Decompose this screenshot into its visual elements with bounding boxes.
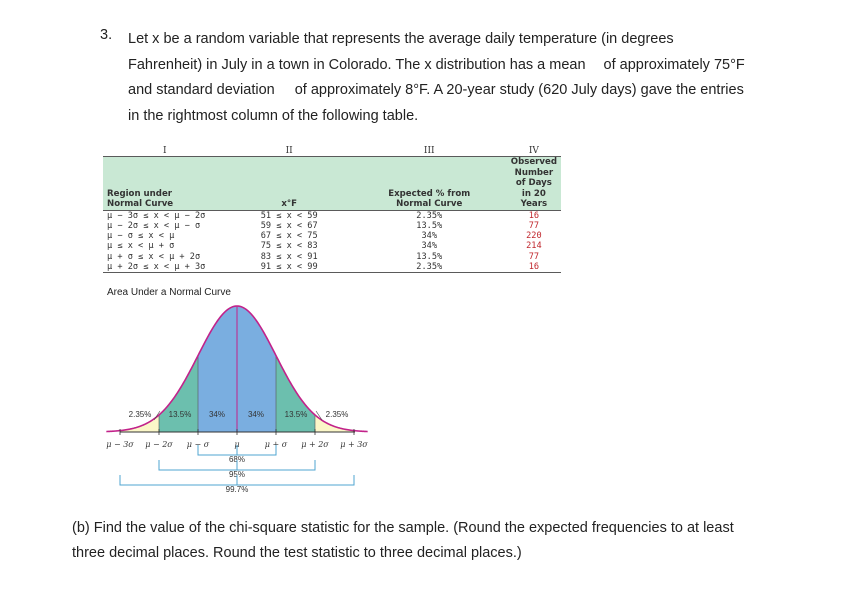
- table-row: μ − 2σ ≤ x < μ − σ 59 ≤ x < 67 13.5% 77: [103, 220, 561, 232]
- question-line-2: Fahrenheit) in July in a town in Colorad…: [128, 56, 586, 73]
- question-line-3: and standard deviation: [128, 82, 275, 98]
- question-line-2b: of approximately 75°F: [603, 56, 745, 73]
- axis-label-6: μ + 2σ: [301, 440, 329, 449]
- region-label-6: 2.35%: [326, 410, 349, 419]
- question-line-4: in the rightmost column of the following…: [128, 107, 419, 124]
- table-row: μ ≤ x < μ + σ 75 ≤ x < 83 34% 214: [103, 241, 561, 252]
- roman-2: II: [226, 146, 352, 157]
- part-b-line-1: (b) Find the value of the chi-square sta…: [72, 520, 734, 536]
- part-b-line-2: three decimal places. Round the test sta…: [72, 545, 522, 561]
- region-label-5: 13.5%: [285, 410, 308, 419]
- region-label-2: 13.5%: [169, 410, 192, 419]
- header-expected: Expected % from Normal Curve: [351, 156, 507, 211]
- column-header-row: Region under Normal Curve x°F Expected % …: [103, 156, 561, 211]
- axis-label-4: μ: [234, 440, 239, 449]
- roman-header-row: I II III IV: [103, 146, 561, 157]
- header-range: x°F: [226, 156, 352, 211]
- leader-line: [315, 410, 323, 421]
- question-number: 3.: [100, 27, 113, 43]
- distribution-table: I II III IV Region under Normal Curve x°F…: [103, 146, 561, 274]
- axis-label-2: μ − 2σ: [145, 440, 173, 449]
- span-label-1: 68%: [229, 455, 245, 464]
- table-row: μ + σ ≤ x < μ + 2σ 83 ≤ x < 91 13.5% 77: [103, 251, 561, 262]
- roman-3: III: [351, 146, 507, 157]
- axis-label-7: μ + 3σ: [340, 440, 368, 449]
- axis-label-5: μ + σ: [265, 440, 288, 449]
- table-row: μ − 3σ ≤ x < μ − 2σ 51 ≤ x < 59 2.35% 16: [103, 210, 561, 221]
- region-label-3: 34%: [209, 410, 225, 419]
- part-b-text: (b) Find the value of the chi-square sta…: [72, 516, 792, 566]
- roman-4: IV: [506, 146, 561, 157]
- axis-label-1: μ − 3σ: [106, 440, 134, 449]
- leader-line: [153, 410, 161, 421]
- table-row: μ + 2σ ≤ x < μ + 3σ 91 ≤ x < 99 2.35% 16: [103, 261, 561, 274]
- question-line-3b: of approximately 8°F. A 20-year study (6…: [294, 82, 744, 98]
- header-region: Region under Normal Curve: [103, 156, 227, 211]
- question-text: Let x be a random variable that represen…: [128, 27, 808, 129]
- region-label-4: 34%: [248, 410, 264, 419]
- figure-title: Area Under a Normal Curve: [107, 287, 231, 298]
- roman-1: I: [103, 146, 227, 157]
- normal-curve-line: [106, 305, 368, 433]
- table-row: μ − σ ≤ x < μ 67 ≤ x < 75 34% 220: [103, 231, 561, 242]
- span-label-3: 99.7%: [226, 485, 249, 494]
- question-line-1: Let x be a random variable that represen…: [128, 31, 674, 47]
- region-label-1: 2.35%: [129, 410, 152, 419]
- header-observed: Observed Number of Days in 20 Years: [506, 156, 561, 211]
- axis-label-3: μ − σ: [187, 440, 210, 449]
- region-band-6: [315, 414, 354, 432]
- span-label-2: 95%: [229, 470, 245, 479]
- region-band-1: [120, 414, 159, 432]
